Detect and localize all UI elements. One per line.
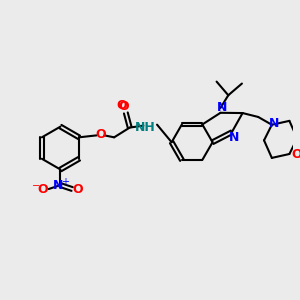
Text: O: O bbox=[291, 148, 300, 160]
Text: O: O bbox=[95, 128, 106, 141]
Text: NH: NH bbox=[135, 121, 156, 134]
Text: +: + bbox=[61, 177, 69, 187]
Text: N: N bbox=[53, 178, 64, 192]
Text: N: N bbox=[229, 131, 239, 144]
Text: O: O bbox=[73, 184, 83, 196]
Text: O: O bbox=[117, 99, 127, 112]
Text: −: − bbox=[32, 181, 40, 191]
Text: O: O bbox=[118, 100, 129, 112]
Text: N: N bbox=[268, 117, 279, 130]
Text: N: N bbox=[217, 101, 228, 114]
Text: O: O bbox=[38, 184, 48, 196]
